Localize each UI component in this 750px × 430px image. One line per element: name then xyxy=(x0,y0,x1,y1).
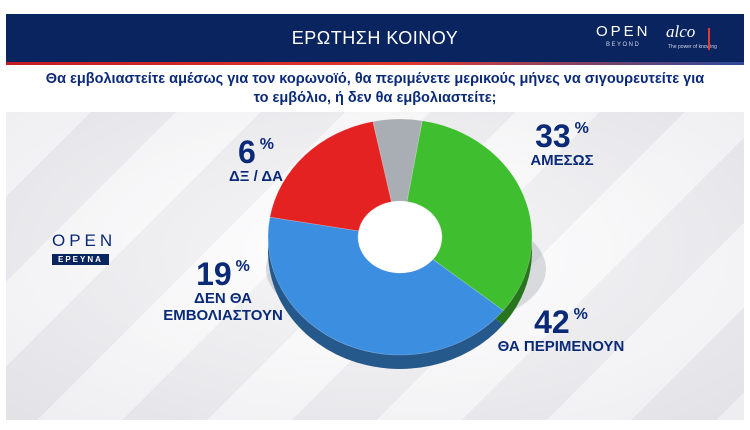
label-perimenoun-sign: % xyxy=(573,306,588,323)
open-beyond-logo-sub: BEYOND xyxy=(606,42,641,48)
label-den: 19% ΔΕΝ ΘΑ ΕΜΒΟΛΙΑΣΤΟΥΝ xyxy=(148,258,298,324)
alco-logo-sub: The power of knowing xyxy=(668,44,717,50)
header-bar: ΕΡΩΤΗΣΗ ΚΟΙΝΟΥ OPEN BEYOND alco The powe… xyxy=(6,14,744,65)
label-perimenoun: 42% ΘΑ ΠΕΡΙΜΕΝΟΥΝ xyxy=(486,306,636,355)
chart-stage: OPEN ΕΡΕΥΝΑ 6% ΔΞ / ΔΑ 33% ΑΜΕΣΩΣ 19% ΔΕ… xyxy=(6,112,744,420)
label-dxda-value: 6 xyxy=(237,134,256,170)
label-dxda-text: ΔΞ / ΔΑ xyxy=(229,168,283,185)
open-ereyna-logo-sub: ΕΡΕΥΝΑ xyxy=(52,254,109,265)
open-ereyna-logo: OPEN ΕΡΕΥΝΑ xyxy=(52,232,116,267)
label-amesos-text: ΑΜΕΣΩΣ xyxy=(530,152,594,169)
label-amesos-value: 33 xyxy=(535,118,571,154)
label-amesos-sign: % xyxy=(574,120,589,137)
alco-logo: alco xyxy=(666,22,696,41)
header-title: ΕΡΩΤΗΣΗ ΚΟΙΝΟΥ xyxy=(291,28,459,48)
open-beyond-logo: OPEN xyxy=(596,23,651,40)
open-ereyna-logo-open: OPEN xyxy=(52,231,117,250)
label-den-line2: ΕΜΒΟΛΙΑΣΤΟΥΝ xyxy=(163,307,283,324)
logo-divider xyxy=(708,28,710,50)
question-text: Θα εμβολιαστείτε αμέσως για τον κορωνοϊό… xyxy=(45,71,705,106)
label-dxda-sign: % xyxy=(259,136,275,153)
donut-chart xyxy=(266,118,546,369)
label-dxda: 6% ΔΞ / ΔΑ xyxy=(211,136,301,185)
label-perimenoun-text: ΘΑ ΠΕΡΙΜΕΝΟΥΝ xyxy=(497,338,625,355)
label-perimenoun-value: 42 xyxy=(534,304,570,340)
label-den-sign: % xyxy=(235,258,250,275)
label-amesos: 33% ΑΜΕΣΩΣ xyxy=(512,120,612,169)
label-den-line1: ΔΕΝ ΘΑ xyxy=(194,290,252,307)
donut-hole xyxy=(358,201,442,273)
label-den-value: 19 xyxy=(196,256,232,292)
